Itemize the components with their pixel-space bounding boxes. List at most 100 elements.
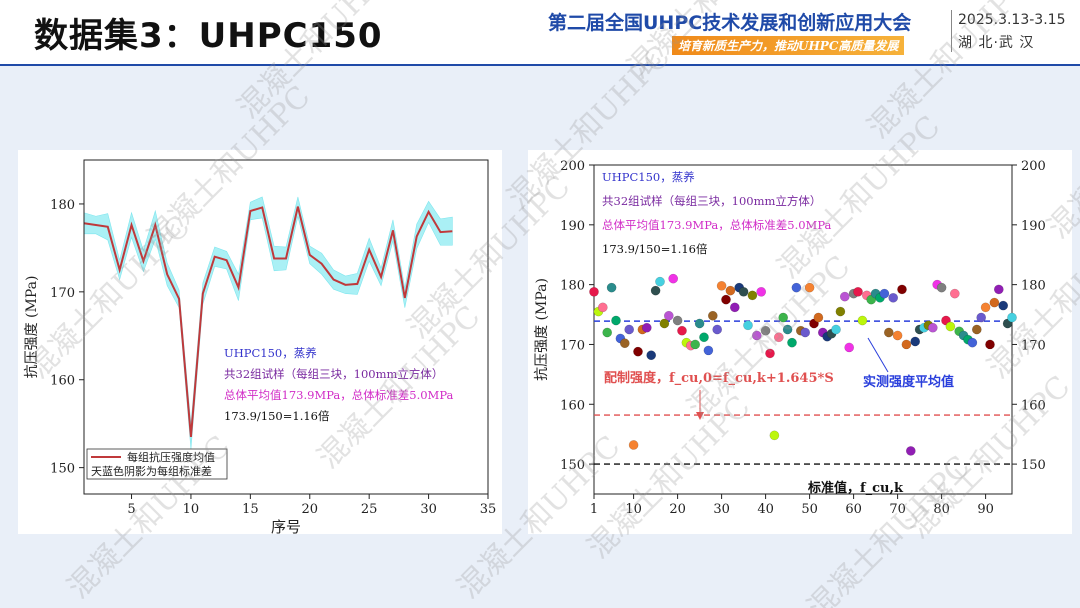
data-point [725,285,736,296]
x-tick-label: 30 [420,502,437,517]
header-rule [0,64,1080,66]
y-axis-label: 抗压强度 (MPa) [24,276,40,379]
data-point [659,318,670,329]
data-point [611,315,621,326]
data-point [712,324,723,335]
legend-line-label: 每组抗压强度均值 [127,450,215,464]
data-point [641,322,652,333]
y2-tick-label: 180 [1021,279,1046,294]
x-tick-label: 60 [845,502,862,517]
data-point [967,337,978,348]
data-point [707,310,718,321]
x-tick-label: 25 [361,502,378,517]
data-point [699,332,709,343]
chart-annotation: 共32组试样（每组三块，100mm立方体） [602,194,821,208]
data-point [985,339,995,350]
data-point [765,348,775,359]
conference-location: 湖 北·武 汉 [958,35,1035,51]
chart-annotation: UHPC150，蒸养 [602,170,695,184]
mean-line-arrow [867,337,889,373]
x-tick-label: 40 [757,502,774,517]
data-point [773,332,784,343]
data-point [769,430,780,441]
data-point [778,312,789,323]
data-point [729,302,740,313]
data-point [905,446,916,456]
data-point [760,325,771,336]
x-tick-label: 20 [669,502,686,517]
conference-slogan: 培育新质生产力，推动UHPC高质量发展 [672,36,905,55]
data-point [800,327,811,338]
data-point [663,310,674,321]
y-tick-label: 160 [560,398,585,413]
data-point [813,312,824,323]
data-point [782,324,793,335]
data-point [857,315,868,326]
design-line-label: 配制强度，f_cu,0=f_cu,k+1.645*S [604,370,834,386]
data-point [646,350,657,361]
data-point [751,330,762,341]
y-tick-label: 170 [560,338,585,353]
data-point [927,322,938,333]
chart-annotation: 总体平均值173.9MPa，总体标准差5.0MPa [224,388,454,402]
data-point [971,324,982,335]
x-tick-label: 20 [301,502,318,517]
plot-frame [83,159,489,495]
x-tick-label: 1 [590,502,598,517]
y2-tick-label: 170 [1021,338,1046,353]
data-point [949,288,960,299]
data-point [879,288,890,299]
data-point [980,302,991,313]
x-tick-label: 10 [625,502,642,517]
data-point [892,330,903,341]
data-point [844,342,855,353]
data-point [804,282,815,293]
data-point [1007,312,1017,323]
data-point [993,284,1004,295]
scatter-chart-panel: 1 10 20 30 40 50 60 70 80 90 150 160 170 180 190 200 150… [528,150,1072,534]
x-tick-label: 70 [889,502,906,517]
data-point [672,315,683,326]
data-point [883,327,894,338]
chart-annotation: 173.9/150=1.16倍 [224,409,330,423]
y-tick-label: 170 [50,286,75,301]
data-point [589,286,599,297]
design-line-arrowhead [696,412,704,420]
x-tick-label: 50 [801,502,818,517]
mean-line-label: 实测强度平均值 [863,374,954,390]
data-point [791,282,802,293]
data-point [839,291,850,302]
y-tick-label: 180 [50,198,75,213]
y-tick-label: 180 [560,279,585,294]
data-point [989,297,1000,308]
conference-date: 2025.3.13-3.15 [958,12,1066,28]
y-tick-label: 200 [560,159,585,174]
x-axis-label: 序号 [271,518,301,534]
x-tick-label: 90 [977,502,994,517]
data-point [756,286,767,297]
data-point [619,338,630,349]
plot-frame [593,164,1013,495]
data-point [945,321,956,332]
chart-annotation: 173.9/150=1.16倍 [602,242,708,256]
data-point [738,286,749,297]
standard-line-label: 标准值，f_cu,k [807,480,904,496]
data-point [901,339,912,350]
y2-tick-label: 200 [1021,159,1046,174]
data-point [703,345,714,356]
data-point [650,285,661,296]
x-tick-label: 80 [933,502,950,517]
data-point [690,339,701,350]
data-point [743,320,753,331]
y2-tick-label: 190 [1021,219,1046,234]
conference-name: 第二届全国UHPC技术发展和创新应用大会 [548,12,912,34]
y-tick-label: 150 [50,462,75,477]
data-point [910,336,921,347]
y-tick-label: 160 [50,374,75,389]
data-point [655,276,665,287]
data-point [897,284,907,295]
data-point [668,273,679,284]
data-point [716,280,727,291]
slide-header: 数据集3：UHPC150 第二届全国UHPC技术发展和创新应用大会 培育新质生产… [0,0,1080,66]
data-point [835,306,846,317]
